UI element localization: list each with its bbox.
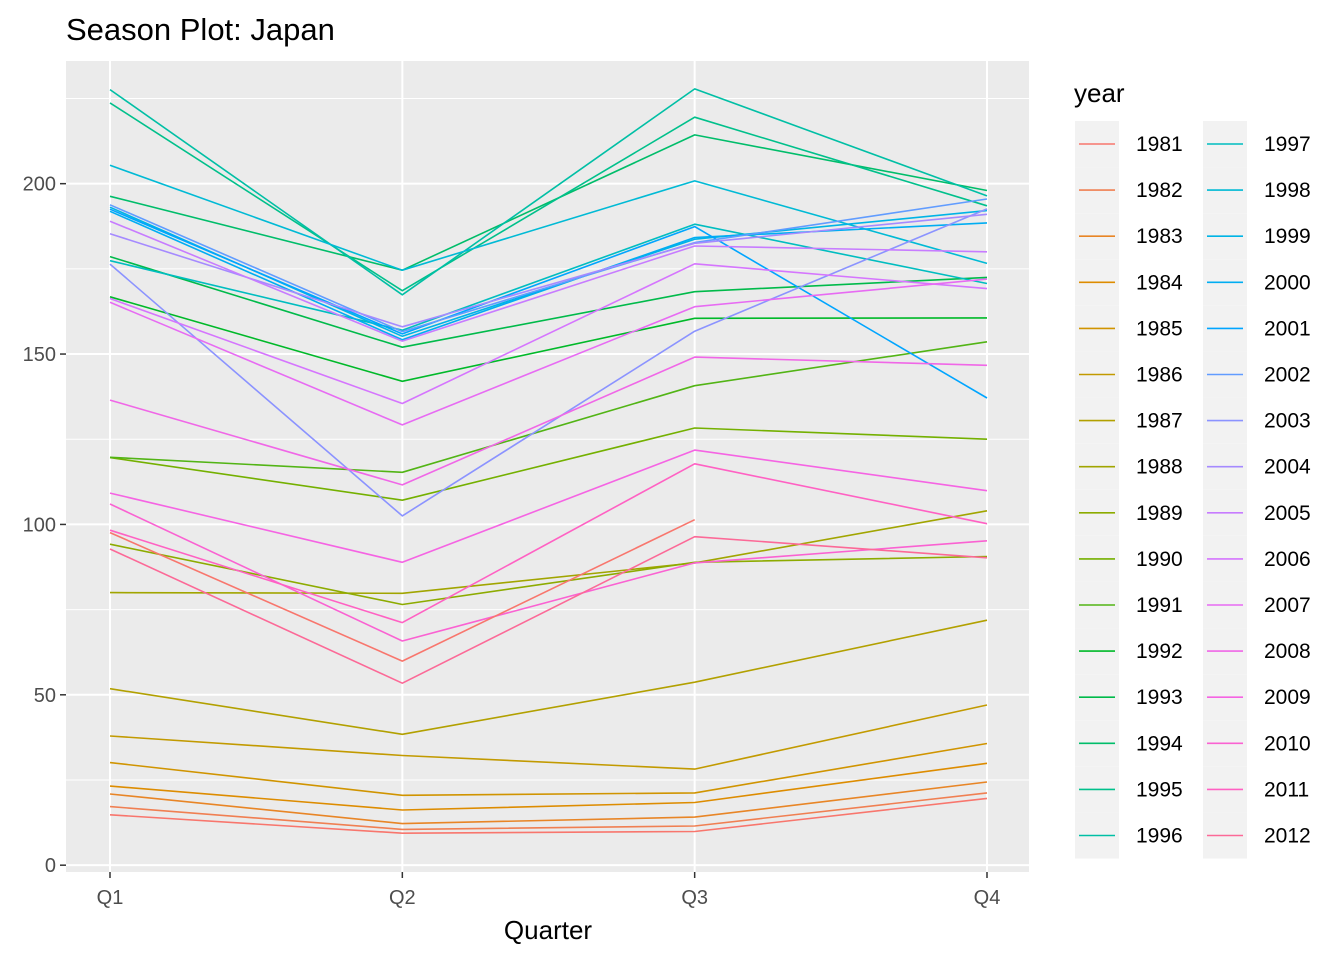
series-line	[109, 543, 988, 606]
legend-label: 2005	[1264, 502, 1311, 525]
legend-label: 1984	[1136, 271, 1183, 294]
series-line	[109, 518, 696, 662]
legend-label: 1998	[1264, 179, 1311, 202]
series-line	[109, 296, 988, 383]
series-line	[109, 341, 988, 474]
x-axis-title: Quarter	[504, 915, 592, 945]
series-line	[109, 263, 988, 405]
legend-label: 1996	[1136, 825, 1183, 848]
series-line	[109, 223, 988, 331]
legend-label: 1982	[1136, 179, 1183, 202]
legend-label: 2009	[1264, 686, 1311, 709]
series-line	[109, 781, 988, 825]
x-tick-label: Q1	[97, 887, 124, 909]
series-line	[109, 198, 988, 333]
series-line	[109, 208, 988, 399]
series-line	[109, 134, 988, 271]
series-line	[109, 210, 988, 341]
series-line	[109, 503, 988, 642]
legend-label: 1981	[1136, 133, 1183, 156]
legend-label: 1993	[1136, 686, 1183, 709]
series-line	[109, 356, 988, 486]
legend-label: 1992	[1136, 640, 1183, 663]
legend-label: 1983	[1136, 225, 1183, 248]
series-line	[109, 278, 988, 426]
legend-label: 2004	[1264, 456, 1311, 479]
series-line	[109, 449, 988, 564]
series-line	[109, 535, 988, 684]
x-tick-label: Q2	[389, 887, 416, 909]
legend-label: 2010	[1264, 732, 1311, 755]
series-line	[109, 797, 988, 834]
x-tick-label: Q3	[681, 887, 708, 909]
legend-label: 2012	[1264, 825, 1311, 848]
legend-label: 1989	[1136, 502, 1183, 525]
legend-label: 1999	[1264, 225, 1311, 248]
legend-label: 2008	[1264, 640, 1311, 663]
series-line	[109, 762, 988, 811]
grid-major	[66, 61, 1029, 872]
legend-label: 1986	[1136, 364, 1183, 387]
series-line	[109, 164, 988, 271]
legend-label: 1987	[1136, 410, 1183, 433]
series-line	[109, 102, 988, 292]
series-line	[109, 619, 988, 736]
legend-label: 1997	[1264, 133, 1311, 156]
y-tick-label: 50	[34, 685, 56, 707]
series-lines	[109, 88, 988, 834]
legend-label: 1985	[1136, 317, 1183, 340]
legend-label: 2000	[1264, 271, 1311, 294]
series-line	[109, 220, 988, 342]
legend-label: 1995	[1136, 778, 1183, 801]
series-line	[109, 792, 988, 831]
series-line	[109, 742, 988, 797]
x-axis: Q1 Q2 Q3 Q4	[97, 872, 1001, 909]
series-line	[109, 427, 988, 501]
legend-title: year	[1074, 78, 1125, 108]
legend-label: 1994	[1136, 732, 1183, 755]
y-axis: 0 50 100 150 200	[23, 174, 66, 877]
legend-label: 2006	[1264, 548, 1311, 571]
series-line	[109, 255, 988, 348]
legend-label: 2001	[1264, 317, 1311, 340]
legend-label: 2002	[1264, 364, 1311, 387]
series-line	[109, 88, 988, 296]
legend-label: 1991	[1136, 594, 1183, 617]
x-tick-label: Q4	[974, 887, 1001, 909]
y-tick-label: 200	[23, 174, 56, 196]
legend-items: 1981 1982 1983 1984 1985 1986 1987 1988 1989 1990…	[1075, 121, 1311, 859]
legend-label: 1988	[1136, 456, 1183, 479]
series-line	[109, 208, 988, 517]
legend: year 19811982198319841985198619871988198…	[1074, 78, 1311, 859]
chart-title: Season Plot: Japan	[66, 12, 335, 47]
legend-label: 2011	[1264, 778, 1309, 801]
y-tick-label: 100	[23, 514, 56, 536]
series-line	[109, 704, 988, 770]
legend-label: 2007	[1264, 594, 1311, 617]
plot-panel	[66, 61, 1029, 872]
y-tick-label: 0	[45, 855, 56, 877]
series-line	[109, 510, 988, 595]
legend-label: 2003	[1264, 410, 1311, 433]
legend-label: 1990	[1136, 548, 1183, 571]
series-line	[109, 463, 988, 624]
y-tick-label: 150	[23, 344, 56, 366]
